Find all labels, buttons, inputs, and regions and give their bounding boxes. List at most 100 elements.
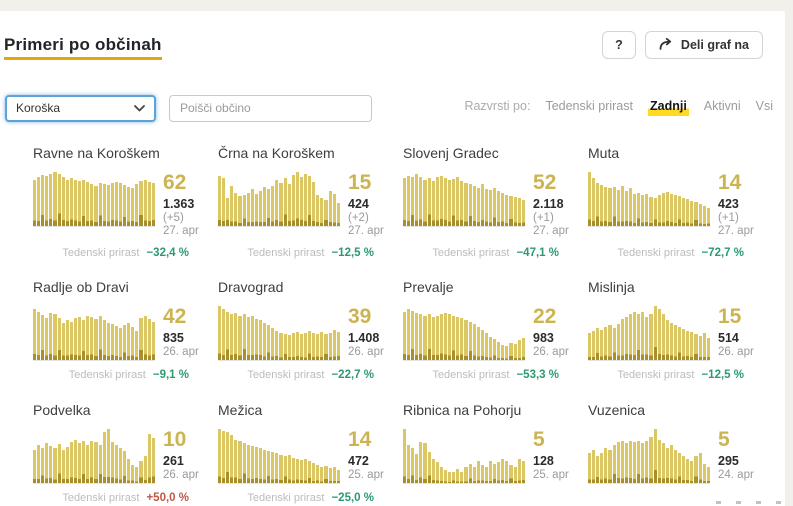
new-cases-delta: (+2) <box>348 211 369 224</box>
municipality-title: Slovenj Gradec <box>403 145 499 161</box>
sort-option-vsi[interactable]: Vsi <box>755 99 773 113</box>
page-background-strip-top <box>0 0 793 11</box>
last-update-date: 26. apr <box>348 346 384 359</box>
region-select-value: Koroška <box>16 101 61 115</box>
municipality-title: Muta <box>588 145 620 161</box>
municipality-title: Mislinja <box>588 279 635 296</box>
weekly-growth-value: −12,5 % <box>701 369 744 382</box>
municipality-card: Radlje ob Dravi 42 835 26. apr Tedenski … <box>33 279 205 382</box>
last-update-date: 25. apr <box>348 468 384 481</box>
weekly-growth-label: Tedenski prirast <box>62 491 140 504</box>
cases-bar-chart <box>218 172 340 227</box>
last-update-date: 24. apr <box>718 468 754 481</box>
cases-bar-chart <box>218 428 340 484</box>
new-cases-delta: (+5) <box>163 211 184 224</box>
weekly-growth-label: Tedenski prirast <box>247 491 325 504</box>
municipality-title: Prevalje <box>403 279 454 296</box>
weekly-growth-label: Tedenski prirast <box>68 369 146 382</box>
sort-controls: Razvrsti po: Tedenski prirast Zadnji Akt… <box>464 99 773 116</box>
municipality-card: Mislinja 15 514 26. apr Tedenski prirast… <box>588 279 760 382</box>
cases-bar-chart <box>588 172 710 227</box>
active-cases-value: 22 <box>533 305 557 329</box>
cases-bar-chart <box>403 172 525 227</box>
municipality-title: Ribnica na Pohorju <box>403 401 522 418</box>
active-cases-value: 62 <box>163 171 187 194</box>
total-cases-value: 128 <box>533 453 554 468</box>
municipality-card: Slovenj Gradec 52 2.118 (+1) 27. apr Ted… <box>403 145 575 259</box>
page-background-strip-right <box>785 11 793 506</box>
weekly-growth-label: Tedenski prirast <box>617 246 695 259</box>
new-cases-delta: (+1) <box>533 211 554 224</box>
region-select[interactable]: Koroška <box>5 94 156 122</box>
total-cases-value: 983 <box>533 331 554 346</box>
total-cases-value: 261 <box>163 453 184 468</box>
active-cases-value: 52 <box>533 171 557 194</box>
last-update-date: 27. apr <box>163 225 199 238</box>
active-cases-value: 15 <box>348 171 372 194</box>
last-update-date: 27. apr <box>348 225 384 238</box>
weekly-growth-label: Tedenski prirast <box>247 369 325 382</box>
sort-option-zadnji[interactable]: Zadnji <box>647 99 689 116</box>
cases-bar-chart <box>588 428 710 484</box>
total-cases-value: 1.408 <box>348 331 380 346</box>
last-update-date: 26. apr <box>163 346 199 359</box>
sort-by-label: Razvrsti po: <box>464 99 531 113</box>
municipality-card: Mežica 14 472 25. apr Tedenski prirast −… <box>218 402 390 505</box>
weekly-growth-value: −22,7 % <box>331 369 374 382</box>
municipality-card: Vuzenica 5 295 24. apr <box>588 402 760 505</box>
total-cases-value: 472 <box>348 453 369 468</box>
help-button[interactable]: ? <box>601 31 636 59</box>
weekly-growth-label: Tedenski prirast <box>432 369 510 382</box>
sort-option-tedenski-prirast[interactable]: Tedenski prirast <box>545 99 633 113</box>
cases-bar-chart <box>33 172 155 227</box>
active-cases-value: 15 <box>718 305 742 329</box>
last-update-date: 26. apr <box>533 346 569 359</box>
chart-panel: Primeri po občinah ? Deli graf na Korošk… <box>0 11 785 505</box>
municipality-grid: Ravne na Koroškem 62 1.363 (+5) 27. apr … <box>33 145 785 504</box>
municipality-title: Radlje ob Dravi <box>33 279 129 296</box>
header: Primeri po občinah ? Deli graf na <box>0 11 785 69</box>
active-cases-value: 14 <box>718 171 742 194</box>
total-cases-value: 1.363 <box>163 197 195 211</box>
cases-bar-chart <box>403 428 525 484</box>
municipality-title: Mežica <box>218 401 263 418</box>
chevron-down-icon <box>134 101 145 115</box>
search-input[interactable] <box>169 94 372 122</box>
active-cases-value: 42 <box>163 305 187 329</box>
weekly-growth-value: −32,4 % <box>146 246 189 259</box>
last-update-date: 27. apr <box>718 225 754 238</box>
last-update-date: 25. apr <box>533 468 569 481</box>
municipality-title: Podvelka <box>33 401 91 418</box>
cases-bar-chart <box>218 306 340 362</box>
municipality-card: Dravograd 39 1.408 26. apr Tedenski prir… <box>218 279 390 382</box>
weekly-growth-value: −72,7 % <box>701 246 744 259</box>
share-arrow-icon <box>659 37 673 53</box>
municipality-card: Podvelka 10 261 26. apr Tedenski prirast… <box>33 402 205 505</box>
active-cases-value: 5 <box>718 427 730 451</box>
weekly-growth-value: +50,0 % <box>146 491 189 504</box>
total-cases-value: 295 <box>718 453 739 468</box>
municipality-title: Dravograd <box>218 279 284 296</box>
municipality-card: Prevalje 22 983 26. apr Tedenski prirast… <box>403 279 575 382</box>
page-title: Primeri po občinah <box>4 35 162 60</box>
filter-row: Koroška Razvrsti po: Tedenski prirast Za… <box>0 94 785 122</box>
sort-option-aktivni[interactable]: Aktivni <box>703 99 741 113</box>
weekly-growth-label: Tedenski prirast <box>617 369 695 382</box>
total-cases-value: 424 <box>348 197 369 211</box>
weekly-growth-label: Tedenski prirast <box>62 246 140 259</box>
share-button-label: Deli graf na <box>680 38 749 52</box>
total-cases-value: 423 <box>718 197 739 211</box>
active-cases-value: 10 <box>163 427 187 451</box>
weekly-growth-value: −47,1 % <box>516 246 559 259</box>
last-update-date: 26. apr <box>718 346 754 359</box>
municipality-title: Črna na Koroškem <box>218 145 335 161</box>
share-button[interactable]: Deli graf na <box>644 31 763 59</box>
weekly-growth-value: −12,5 % <box>331 246 374 259</box>
weekly-growth-value: −9,1 % <box>152 369 189 382</box>
cases-bar-chart <box>588 306 710 362</box>
total-cases-value: 2.118 <box>533 197 564 211</box>
weekly-growth-label: Tedenski prirast <box>247 246 325 259</box>
active-cases-value: 14 <box>348 427 372 451</box>
last-update-date: 27. apr <box>533 225 569 238</box>
cut-off-content-marks <box>716 501 781 504</box>
